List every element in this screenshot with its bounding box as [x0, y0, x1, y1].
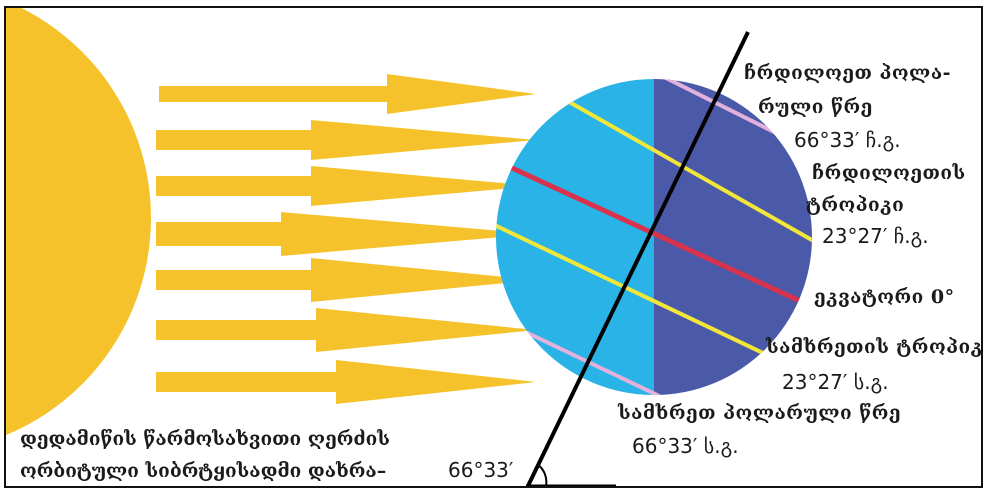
north-polar-circle-degree: 66°33′ ჩ.გ. [794, 128, 901, 152]
sun-ray-arrow [156, 360, 536, 404]
sun [6, 8, 151, 436]
earth-axis-line [525, 31, 750, 486]
north-polar-circle-label-line2: რული წრე [758, 96, 873, 118]
sun-ray-arrow [156, 308, 536, 352]
sun-ray-arrow [156, 120, 536, 160]
south-polar-circle-degree: 66°33′ ს.გ. [632, 434, 739, 458]
axis-tilt-angle: 66°33′ [448, 458, 514, 482]
sun-ray-arrow [159, 74, 536, 114]
sun-ray-arrow [156, 166, 536, 206]
equator-label: ეკვატორი 0° [814, 286, 955, 308]
angle-arc [536, 463, 548, 486]
south-polar-circle-label: სამხრეთ პოლარული წრე [618, 402, 902, 424]
south-tropic-degree: 23°27′ ს.გ. [782, 370, 889, 394]
equator-line [496, 153, 812, 316]
earth-day-side [496, 79, 654, 395]
sun-ray-arrow [156, 258, 536, 302]
sun-ray-arrow [156, 212, 536, 256]
north-tropic-degree: 23°27′ ჩ.გ. [822, 224, 929, 248]
axis-tilt-caption-line2: ორბიტული სიბრტყისადმი დახრა– [20, 460, 387, 482]
north-tropic-label-line2: ტროპიკი [806, 194, 905, 216]
north-polar-circle-label-line1: ჩრდილოეთ პოლა- [744, 62, 951, 84]
axis-tilt-caption-line1: დედამიწის წარმოსახვითი ღერძის [20, 428, 390, 450]
diagram-frame: ჩრდილოეთ პოლა- რული წრე 66°33′ ჩ.გ. ჩრდი… [4, 6, 983, 488]
earth-tilt-diagram [6, 8, 812, 486]
north-tropic-label-line1: ჩრდილოეთის [812, 162, 966, 184]
sun-rays [156, 74, 536, 404]
south-tropic-label: სამხრეთის ტროპიკი [766, 336, 983, 358]
